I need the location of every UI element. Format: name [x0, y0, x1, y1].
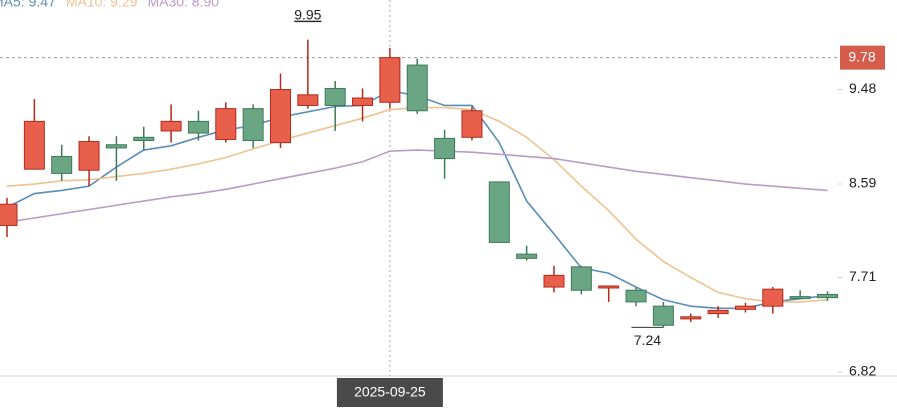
- candle: [434, 129, 456, 179]
- candle-body: [187, 120, 209, 134]
- candle-body: [598, 285, 620, 289]
- candle-body: [652, 305, 674, 326]
- candle: [78, 136, 100, 187]
- candle-body: [160, 120, 182, 132]
- candle: [707, 306, 729, 318]
- ma-line: [6, 106, 828, 303]
- candle: [461, 106, 483, 141]
- candle: [680, 313, 702, 323]
- y-tick-label: 8.59: [849, 175, 876, 191]
- candle-body: [488, 181, 510, 243]
- current-price-box: [840, 45, 885, 70]
- legend-item: MA5: 9.47: [0, 0, 56, 10]
- candle: [51, 144, 73, 181]
- x-tick-label: 2025-09-25: [354, 384, 426, 400]
- candle: [133, 126, 155, 151]
- candle: [215, 102, 237, 143]
- candle: [652, 301, 674, 328]
- candle: [598, 285, 620, 302]
- candle-body: [352, 97, 374, 106]
- y-tick-label: 9.48: [849, 80, 876, 96]
- y-tick-label: 7.71: [849, 268, 876, 284]
- ma-line: [6, 149, 828, 224]
- candle-body: [762, 288, 784, 307]
- candle: [570, 265, 592, 295]
- candle: [625, 287, 647, 307]
- candle: [817, 291, 838, 301]
- candle-body: [543, 274, 565, 288]
- candle: [160, 104, 182, 143]
- candle-body: [789, 296, 811, 300]
- max-label: 9.95: [294, 7, 321, 23]
- candle: [379, 48, 401, 109]
- candle-body: [297, 94, 319, 106]
- candle-body: [51, 155, 73, 174]
- candle-body: [78, 141, 100, 171]
- candle-body: [625, 289, 647, 303]
- candle-body: [215, 108, 237, 140]
- legend-item: MA10: 9.29: [66, 0, 138, 10]
- candle: [762, 287, 784, 314]
- date-box: [336, 378, 443, 407]
- candle-body: [434, 137, 456, 160]
- y-tick-label: 10.37: [849, 0, 884, 2]
- candle-body: [105, 144, 127, 149]
- candle: [0, 197, 18, 238]
- candle: [789, 290, 811, 300]
- candle-body: [817, 293, 838, 299]
- candle-body: [324, 87, 346, 106]
- candle: [105, 136, 127, 181]
- candle: [242, 104, 264, 148]
- candle-body: [707, 309, 729, 315]
- candle-body: [570, 266, 592, 291]
- candle: [352, 88, 374, 122]
- candle: [23, 99, 45, 170]
- ma-line: [6, 89, 828, 310]
- candle-body: [516, 253, 538, 259]
- candle-body: [23, 120, 45, 170]
- candle-body: [680, 316, 702, 320]
- candle-body: [461, 110, 483, 138]
- current-price-label: 9.78: [848, 48, 875, 64]
- candle: [270, 73, 291, 148]
- candle: [324, 81, 346, 131]
- candle-body: [406, 64, 428, 112]
- candle: [297, 39, 319, 109]
- candle-body: [734, 305, 756, 310]
- candle-body: [242, 108, 264, 141]
- candle: [516, 245, 538, 261]
- candle-body: [0, 203, 18, 226]
- candle-body: [379, 57, 401, 103]
- candle: [734, 302, 756, 313]
- candle-body: [270, 89, 291, 144]
- candle: [406, 58, 428, 114]
- legend-item: MA30: 8.90: [147, 0, 219, 10]
- candle-body: [133, 136, 155, 141]
- y-tick-label: 6.82: [849, 363, 876, 379]
- candle: [543, 265, 565, 293]
- candle: [187, 110, 209, 141]
- min-label: 7.24: [634, 332, 661, 348]
- candle: [488, 181, 510, 243]
